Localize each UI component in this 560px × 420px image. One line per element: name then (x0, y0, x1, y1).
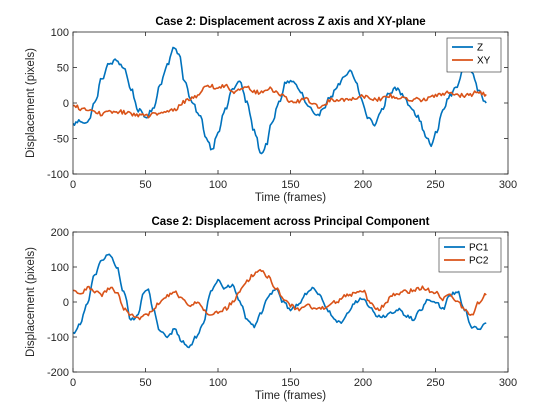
bottom-x-tick-label: 250 (426, 377, 444, 389)
bottom-chart-x-axis-label: Time (frames) (255, 390, 326, 402)
top-y-tick-label: -50 (53, 134, 69, 146)
bottom-chart: 0 50 100 150 200 250 300-200-1000100200PC1PC2 … (25, 216, 517, 402)
top-x-tick-label: 0 (70, 179, 76, 191)
bottom-y-tick-label: 0 (63, 297, 69, 309)
top-x-tick-label: 200 (354, 179, 372, 191)
bottom-y-tick-label: -200 (47, 367, 69, 379)
bottom-x-tick-label: 300 (499, 377, 517, 389)
bottom-chart-title: Case 2: Displacement across Principal Co… (151, 216, 429, 228)
top-x-tick-label: 50 (139, 179, 151, 191)
top-x-tick-label: 300 (499, 179, 517, 191)
bottom-chart-y-axis-label: Displacement (pixels) (25, 247, 37, 357)
bottom-legend-box (438, 237, 502, 273)
bottom-y-tick-label: -100 (47, 332, 69, 344)
bottom-y-tick-label: 100 (51, 262, 69, 274)
bottom-series-group (73, 253, 487, 349)
top-chart-title: Case 2: Displacement across Z axis and X… (155, 16, 425, 28)
top-x-tick-label: 100 (209, 179, 227, 191)
top-series-group (73, 46, 487, 155)
top-legend: Z XY (446, 37, 502, 73)
top-y-tick-label: 0 (63, 98, 69, 110)
top-x-tick-label: 250 (426, 179, 444, 191)
bottom-y-tick-label: 200 (51, 227, 69, 239)
top-y-tick-label: 50 (57, 63, 69, 75)
bottom-legend-label-pc1: PC1 (469, 243, 489, 254)
top-x-tick-label: 150 (281, 179, 299, 191)
bottom-x-tick-label: 100 (209, 377, 227, 389)
top-chart: 0 50 100 150 200 250 300 -100 -50 0 50 100 Z XY Case … (25, 16, 517, 204)
top-chart-y-axis-label: Displacement (pixels) (25, 48, 37, 158)
top-legend-label-xy: XY (477, 56, 491, 67)
bottom-x-tick-label: 50 (139, 377, 151, 389)
bottom-legend-label-pc2: PC2 (469, 256, 489, 267)
top-chart-x-axis-label: Time (frames) (255, 192, 326, 204)
bottom-x-tick-label: 0 (70, 377, 76, 389)
top-legend-box (446, 37, 502, 73)
top-y-tick-label: -100 (47, 169, 69, 181)
bottom-x-tick-label: 200 (354, 377, 372, 389)
top-series-line-z (73, 46, 487, 155)
top-series-line-xy (73, 83, 487, 119)
bottom-x-tick-label: 150 (281, 377, 299, 389)
top-legend-label-z: Z (477, 43, 483, 54)
top-chart-data-layer: 0 50 100 150 200 250 300 -100 -50 0 50 100 Z XY (47, 27, 517, 191)
bottom-series-line-pc2 (73, 268, 487, 321)
top-plot-area (73, 32, 508, 174)
top-y-tick-label: 100 (51, 27, 69, 39)
